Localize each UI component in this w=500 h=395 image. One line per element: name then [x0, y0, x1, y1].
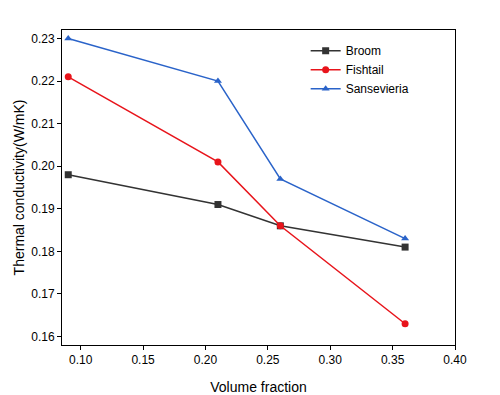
- svg-text:0.20: 0.20: [31, 159, 55, 173]
- svg-text:0.18: 0.18: [31, 245, 55, 259]
- svg-text:Sansevieria: Sansevieria: [346, 82, 409, 96]
- svg-text:0.15: 0.15: [131, 353, 155, 367]
- svg-text:0.10: 0.10: [69, 353, 93, 367]
- svg-text:Thermal conductivity(W/mK): Thermal conductivity(W/mK): [11, 100, 27, 276]
- svg-text:0.17: 0.17: [31, 287, 55, 301]
- svg-text:0.30: 0.30: [319, 353, 343, 367]
- svg-text:0.23: 0.23: [31, 32, 55, 46]
- svg-text:Fishtail: Fishtail: [346, 63, 384, 77]
- svg-text:0.20: 0.20: [194, 353, 218, 367]
- svg-text:0.16: 0.16: [31, 330, 55, 344]
- svg-text:0.21: 0.21: [31, 117, 55, 131]
- svg-text:0.22: 0.22: [31, 74, 55, 88]
- svg-text:0.19: 0.19: [31, 202, 55, 216]
- svg-text:Broom: Broom: [346, 44, 381, 58]
- svg-text:0.40: 0.40: [443, 353, 467, 367]
- svg-text:Volume fraction: Volume fraction: [210, 379, 307, 395]
- svg-text:0.35: 0.35: [381, 353, 405, 367]
- svg-text:0.25: 0.25: [256, 353, 280, 367]
